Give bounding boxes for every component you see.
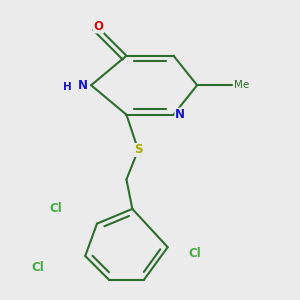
Text: N: N	[175, 108, 185, 121]
Text: O: O	[94, 20, 103, 33]
Text: Cl: Cl	[49, 202, 62, 215]
Text: N: N	[78, 79, 88, 92]
Text: H: H	[63, 82, 72, 92]
Text: S: S	[134, 143, 142, 157]
Text: Cl: Cl	[188, 247, 201, 260]
Text: Cl: Cl	[31, 261, 44, 274]
Text: Me: Me	[234, 80, 249, 90]
